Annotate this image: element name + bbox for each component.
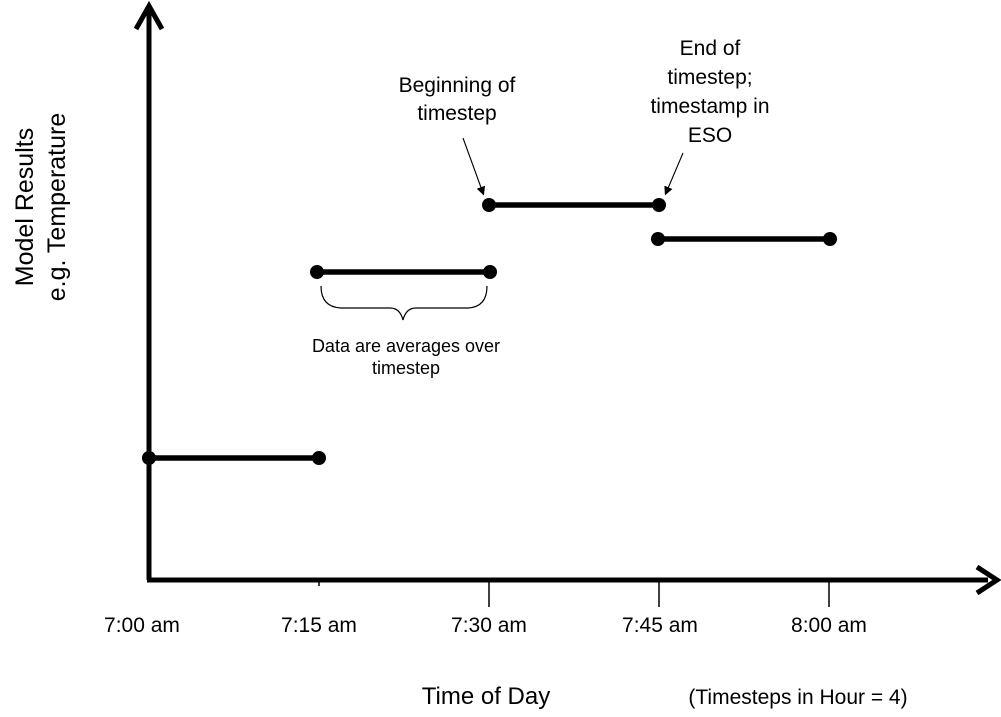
underbrace bbox=[320, 285, 488, 321]
x-tick-label-8-00: 8:00 am bbox=[791, 614, 867, 637]
timestep-segment-1 bbox=[142, 451, 326, 465]
end-callout-line4: ESO bbox=[687, 124, 733, 147]
brace-caption: Data are averages over timestep bbox=[276, 335, 536, 379]
segment-4-end-dot bbox=[823, 232, 837, 246]
x-tick-label-7-00: 7:00 am bbox=[104, 614, 180, 637]
y-axis-label-line1: Model Results bbox=[11, 127, 39, 287]
brace-caption-line2: timestep bbox=[371, 358, 441, 378]
y-axis-label-line2: e.g. Temperature bbox=[43, 112, 71, 302]
x-tick-label-7-15: 7:15 am bbox=[281, 614, 357, 637]
x-axis-arrowhead bbox=[975, 564, 1001, 596]
segment-2-start-dot bbox=[310, 265, 324, 279]
beginning-callout-line1: Beginning of bbox=[398, 74, 516, 97]
x-tick-label-7-45: 7:45 am bbox=[622, 614, 698, 637]
segment-2-end-dot bbox=[483, 265, 497, 279]
end-callout-line2: timestep; bbox=[667, 66, 753, 89]
beginning-of-timestep-leader-arrow bbox=[462, 137, 486, 196]
x-tick-label-7-30: 7:30 am bbox=[451, 614, 527, 637]
end-of-timestep-callout: End of timestep; timestamp in ESO bbox=[600, 34, 820, 150]
x-axis-title: Time of Day bbox=[421, 683, 551, 710]
timestep-segment-4 bbox=[651, 232, 837, 246]
segment-3-end-dot bbox=[652, 198, 666, 212]
segment-4-start-dot bbox=[651, 232, 665, 246]
end-callout-line3: timestamp in bbox=[650, 95, 770, 118]
beginning-callout-line2: timestep bbox=[417, 102, 497, 125]
segment-3-start-dot bbox=[482, 198, 496, 212]
brace-caption-line1: Data are averages over bbox=[311, 336, 501, 356]
end-of-timestep-leader-arrow bbox=[664, 152, 684, 196]
timestep-segment-2 bbox=[310, 265, 497, 279]
segment-1-start-dot bbox=[142, 451, 156, 465]
beginning-of-timestep-callout: Beginning of timestep bbox=[347, 72, 567, 128]
y-axis-arrowhead bbox=[133, 0, 165, 31]
end-callout-line1: End of bbox=[679, 37, 741, 60]
y-axis-label: Model Results e.g. Temperature bbox=[9, 99, 73, 315]
timestep-segment-3 bbox=[482, 198, 666, 212]
x-axis-note: (Timesteps in Hour = 4) bbox=[688, 686, 908, 709]
segment-1-end-dot bbox=[312, 451, 326, 465]
